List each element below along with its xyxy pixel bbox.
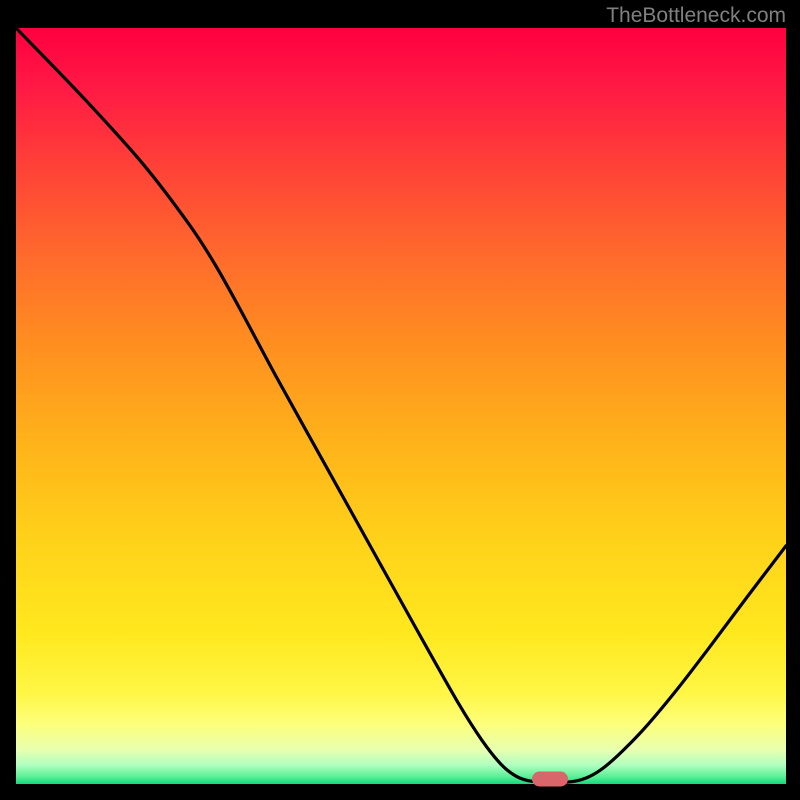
- watermark-text: TheBottleneck.com: [606, 4, 786, 28]
- bottleneck-curve: [16, 28, 786, 784]
- bottleneck-chart: [16, 28, 786, 784]
- optimum-marker: [532, 771, 568, 786]
